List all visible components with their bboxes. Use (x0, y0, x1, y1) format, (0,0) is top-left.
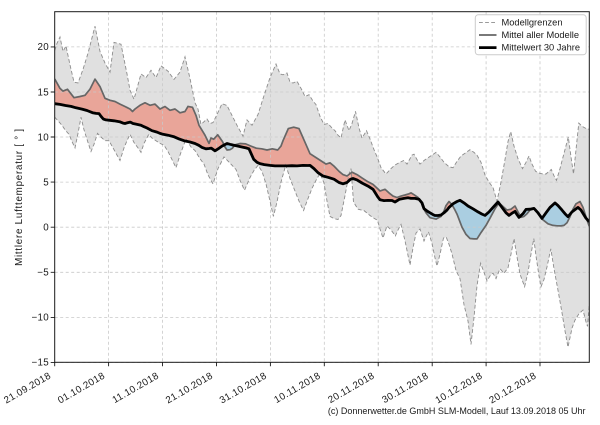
svg-text:Mittelwert 30 Jahre: Mittelwert 30 Jahre (502, 43, 581, 53)
svg-text:−15: −15 (31, 358, 49, 369)
svg-text:−5: −5 (37, 268, 49, 279)
svg-text:20: 20 (38, 42, 50, 53)
svg-text:Mittlere Lufttemperatur [ ° ]: Mittlere Lufttemperatur [ ° ] (14, 128, 25, 266)
svg-text:−10: −10 (31, 313, 49, 324)
svg-text:5: 5 (43, 177, 49, 188)
svg-text:Mittel aller Modelle: Mittel aller Modelle (502, 30, 580, 40)
svg-text:10: 10 (38, 132, 50, 143)
svg-text:0: 0 (43, 223, 49, 234)
svg-text:15: 15 (38, 87, 50, 98)
svg-text:(c) Donnerwetter.de GmbH SLM-M: (c) Donnerwetter.de GmbH SLM-Modell, Lau… (328, 406, 586, 416)
svg-text:Modellgrenzen: Modellgrenzen (502, 17, 563, 27)
